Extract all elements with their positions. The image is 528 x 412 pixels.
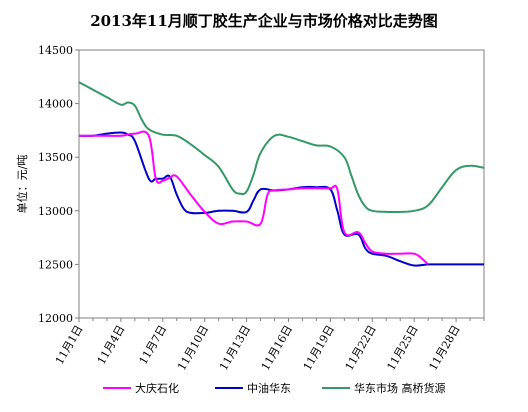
series-line-1: [78, 131, 484, 267]
legend: 大庆石化 中油华东 华东市场 高桥货源: [103, 381, 446, 395]
y-axis-label: 单位：元/吨: [15, 155, 29, 214]
plot-frame: [78, 49, 485, 319]
series-line-0: [79, 130, 429, 266]
x-tick-label: 11月19日: [301, 323, 337, 373]
chart-title: 2013年11月顺丁胶生产企业与市场价格对比走势图: [90, 12, 438, 30]
x-tick-label: 11月25日: [385, 323, 421, 373]
y-tick-label: 13000: [38, 205, 73, 218]
x-tick-label: 11月1日: [53, 323, 86, 367]
y-tick-label: 14000: [38, 98, 73, 111]
x-tick-label: 11月28日: [426, 323, 462, 373]
series-layer: [78, 81, 485, 267]
y-tick-label: 12500: [38, 258, 73, 271]
x-tick-label: 11月16日: [259, 323, 295, 373]
x-tick-label: 11月22日: [343, 323, 379, 373]
axes: 12000 12500 13000 13500 14000 14500 11月1日 11月4日…: [38, 44, 485, 373]
y-tick-label: 12000: [38, 312, 73, 325]
y-tick-label: 13500: [38, 151, 73, 164]
x-tick-label: 11月7日: [137, 323, 170, 367]
x-tick-label: 11月4日: [95, 323, 128, 367]
series-line-2: [78, 81, 485, 214]
x-tick-label: 11月10日: [175, 323, 211, 373]
legend-entry-0: 大庆石化: [135, 381, 179, 395]
x-tick-label: 11月13日: [217, 323, 253, 373]
y-tick-label: 14500: [38, 44, 73, 57]
legend-entry-1: 中油华东: [247, 381, 291, 395]
legend-entry-2: 华东市场 高桥货源: [354, 381, 446, 395]
